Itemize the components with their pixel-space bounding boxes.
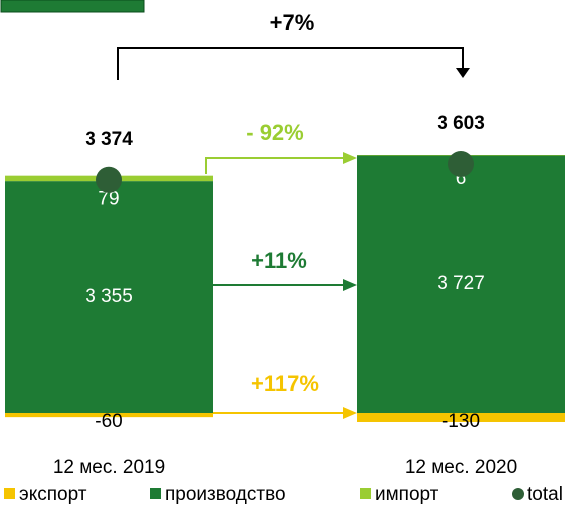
- total-label: 3 374: [85, 129, 133, 150]
- bracket: [117, 47, 464, 80]
- arrow-head: [343, 407, 357, 419]
- bar-segment: [5, 413, 213, 418]
- value-label: -60: [95, 411, 122, 432]
- arrow: [205, 157, 345, 174]
- arrow-head: [343, 152, 357, 164]
- legend-label: экспорт: [19, 484, 87, 505]
- total-label: 3 603: [437, 113, 485, 134]
- annotation: - 92%: [246, 120, 303, 145]
- header-block: [0, 0, 145, 13]
- annotation: +7%: [270, 10, 315, 35]
- arrow-head: [343, 279, 357, 291]
- category-label: 12 мес. 2020: [405, 457, 517, 478]
- value-label: 3 727: [437, 273, 485, 294]
- legend-label: total: [527, 484, 563, 505]
- bar-segment: [357, 155, 565, 413]
- value-label: -130: [442, 411, 480, 432]
- total-dot: [448, 150, 474, 177]
- annotation: +11%: [251, 248, 307, 273]
- bar-segment: [5, 181, 213, 413]
- legend-swatch: [4, 488, 15, 499]
- value-label: 6: [456, 168, 467, 189]
- total-dot: [96, 166, 122, 193]
- annotation: +117%: [251, 371, 319, 396]
- legend-swatch: [150, 488, 161, 499]
- arrow-head: [456, 68, 470, 78]
- legend-swatch: [360, 488, 371, 499]
- legend-label: импорт: [375, 484, 439, 505]
- category-label: 12 мес. 2019: [53, 457, 165, 478]
- bar-segment: [357, 413, 565, 422]
- legend-label: производство: [165, 484, 286, 505]
- value-label: 3 355: [85, 286, 133, 307]
- legend-swatch: [512, 488, 524, 500]
- value-label: 79: [98, 189, 119, 210]
